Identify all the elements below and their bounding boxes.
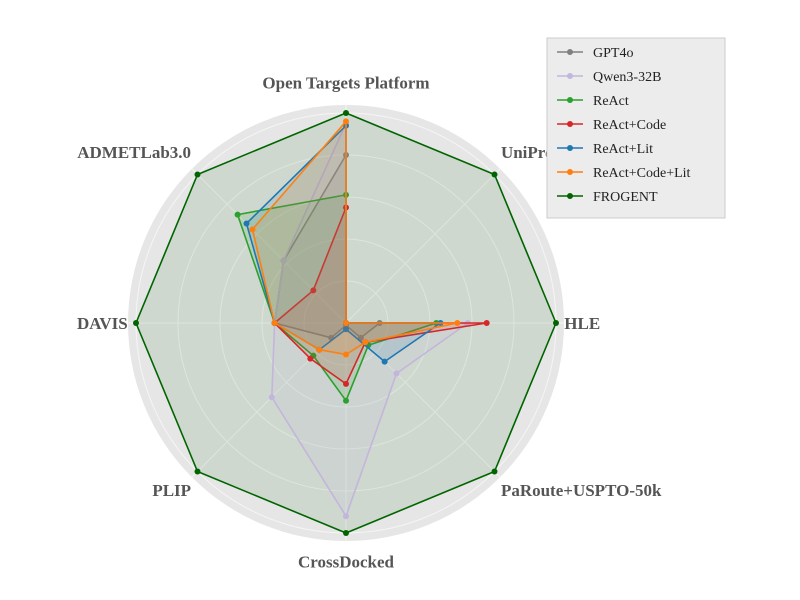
- data-point: [343, 530, 349, 536]
- legend-label: ReAct+Lit: [593, 142, 653, 157]
- legend-marker: [567, 49, 573, 55]
- legend-marker: [567, 73, 573, 79]
- data-point: [553, 320, 559, 326]
- data-point: [280, 257, 287, 264]
- axis-label: PaRoute+USPTO-50k: [501, 481, 662, 500]
- legend-label: ReAct: [593, 94, 629, 109]
- data-point: [343, 326, 349, 333]
- data-point: [307, 355, 314, 362]
- data-point: [343, 110, 349, 116]
- data-point: [491, 468, 498, 475]
- data-point: [343, 118, 349, 125]
- legend-label: ReAct+Code: [593, 118, 666, 133]
- legend-marker: [567, 193, 573, 199]
- series-react-code-lit: [249, 118, 461, 358]
- legend-label: Qwen3-32B: [593, 70, 661, 85]
- axis-label: DAVIS: [77, 314, 128, 333]
- legend-box: [546, 37, 726, 219]
- axis-label: Open Targets Platform: [262, 74, 429, 93]
- data-point: [249, 226, 256, 233]
- legend-item: GPT4o: [557, 46, 633, 61]
- data-point: [343, 320, 349, 326]
- grid-spoke-2: [345, 168, 501, 324]
- axis-label: UniProt: [501, 143, 560, 162]
- data-point: [243, 220, 250, 227]
- data-point: [343, 351, 349, 358]
- legend-label: FROGENT: [593, 190, 658, 205]
- data-point: [357, 334, 364, 341]
- legend-label: GPT4o: [593, 46, 633, 61]
- data-point: [268, 394, 275, 401]
- data-point: [343, 513, 349, 520]
- data-point: [454, 320, 461, 326]
- legend-item: FROGENT: [557, 190, 658, 205]
- legend-marker: [567, 97, 573, 103]
- legend-marker: [567, 121, 573, 127]
- axis-label: PLIP: [152, 481, 191, 500]
- data-point: [381, 358, 388, 365]
- legend-label: ReAct+Code+Lit: [593, 166, 691, 181]
- data-point: [194, 171, 201, 178]
- legend: GPT4o Qwen3-32B ReAct ReAct+Code ReAct+Lit Re…: [546, 37, 726, 219]
- data-point: [271, 320, 278, 326]
- data-point: [234, 211, 241, 218]
- data-point: [491, 171, 498, 178]
- legend-item: ReAct+Lit: [557, 142, 653, 157]
- data-point: [310, 287, 317, 294]
- axis-label: HLE: [564, 314, 600, 333]
- legend-marker: [567, 145, 573, 151]
- series-group: [133, 110, 559, 536]
- data-point: [343, 380, 349, 387]
- data-point: [316, 346, 323, 353]
- axis-label: CrossDocked: [298, 552, 395, 571]
- axis-label: ADMETLab3.0: [77, 143, 191, 162]
- legend-marker: [567, 169, 573, 175]
- data-point: [362, 339, 369, 346]
- data-point: [133, 320, 139, 326]
- data-point: [194, 468, 201, 475]
- legend-item: Qwen3-32B: [557, 70, 661, 85]
- legend-item: ReAct: [557, 94, 629, 109]
- data-point: [393, 370, 400, 377]
- legend-item: ReAct+Code: [557, 118, 666, 133]
- legend-item: ReAct+Code+Lit: [557, 166, 691, 181]
- data-point: [343, 397, 349, 404]
- data-point: [483, 320, 490, 326]
- axis-labels: Open Targets Platform UniProt HLE PaRoute+U…: [77, 74, 662, 572]
- grid-spoke-4: [345, 322, 501, 478]
- grid-spoke-8: [191, 168, 347, 324]
